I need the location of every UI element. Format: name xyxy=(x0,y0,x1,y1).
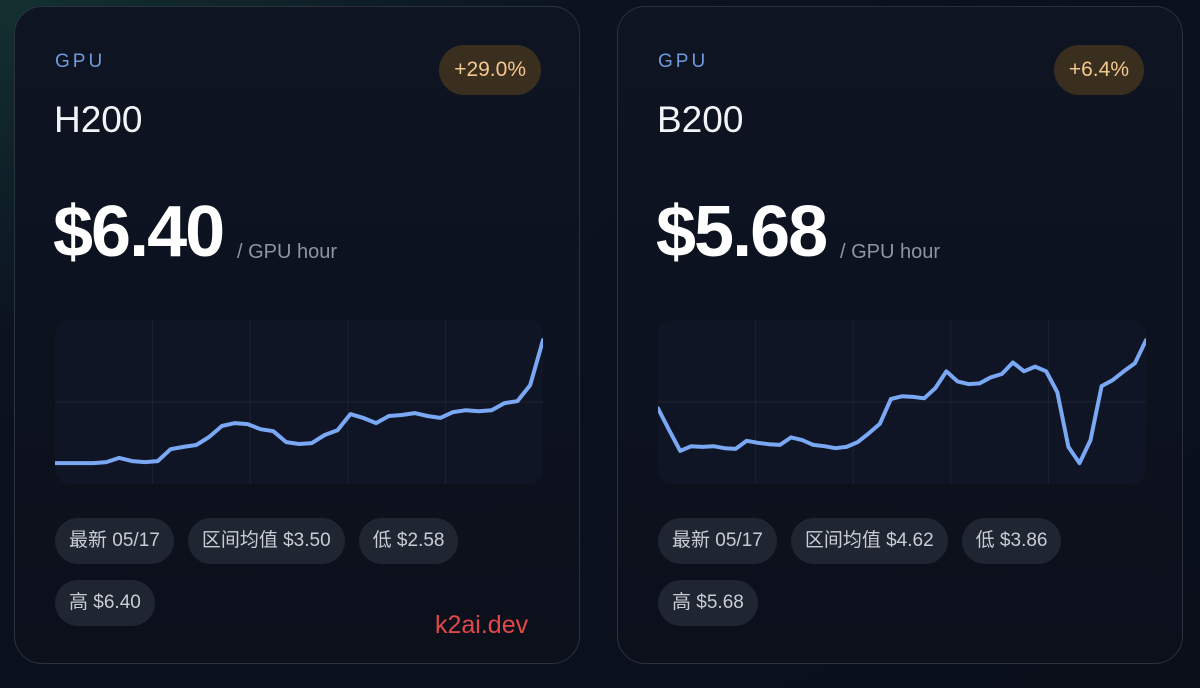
stat-pill: 最新 05/17 xyxy=(658,518,777,564)
price: $5.68 xyxy=(656,192,828,272)
stat-pill: 区间均值 $3.50 xyxy=(187,518,345,564)
change-badge: +29.0% xyxy=(439,45,541,95)
sparkline xyxy=(658,320,1146,484)
gpu-name: H200 xyxy=(54,99,143,140)
stat-pill: 最新 05/17 xyxy=(55,518,174,564)
stat-pills: 最新 05/17 区间均值 $4.62 低 $3.86 高 $5.68 xyxy=(658,518,1128,626)
stat-pills: 最新 05/17 区间均值 $3.50 低 $2.58 高 $6.40 xyxy=(55,518,525,626)
watermark: k2ai.dev xyxy=(435,611,529,639)
card-label: GPU xyxy=(658,51,709,72)
stat-pill: 高 $6.40 xyxy=(55,580,155,626)
price-line xyxy=(55,338,543,466)
card-label: GPU xyxy=(55,51,106,72)
stat-pill: 低 $2.58 xyxy=(358,518,459,564)
price-card: GPU H200 +29.0% $6.40 / GPU hour 最新 05/17 区间均值… xyxy=(14,6,580,664)
price-card: GPU B200 +6.4% $5.68 / GPU hour 最新 05/17 区间均值 … xyxy=(617,6,1183,664)
price-line xyxy=(658,338,1146,466)
stat-pill: 低 $3.86 xyxy=(961,518,1062,564)
sparkline xyxy=(55,320,543,484)
price-unit: / GPU hour xyxy=(840,241,941,263)
change-badge: +6.4% xyxy=(1053,45,1144,95)
gpu-name: B200 xyxy=(657,99,744,140)
stat-pill: 区间均值 $4.62 xyxy=(790,518,948,564)
stat-pill: 高 $5.68 xyxy=(658,580,758,626)
price-unit: / GPU hour xyxy=(237,241,338,263)
price: $6.40 xyxy=(53,192,225,272)
